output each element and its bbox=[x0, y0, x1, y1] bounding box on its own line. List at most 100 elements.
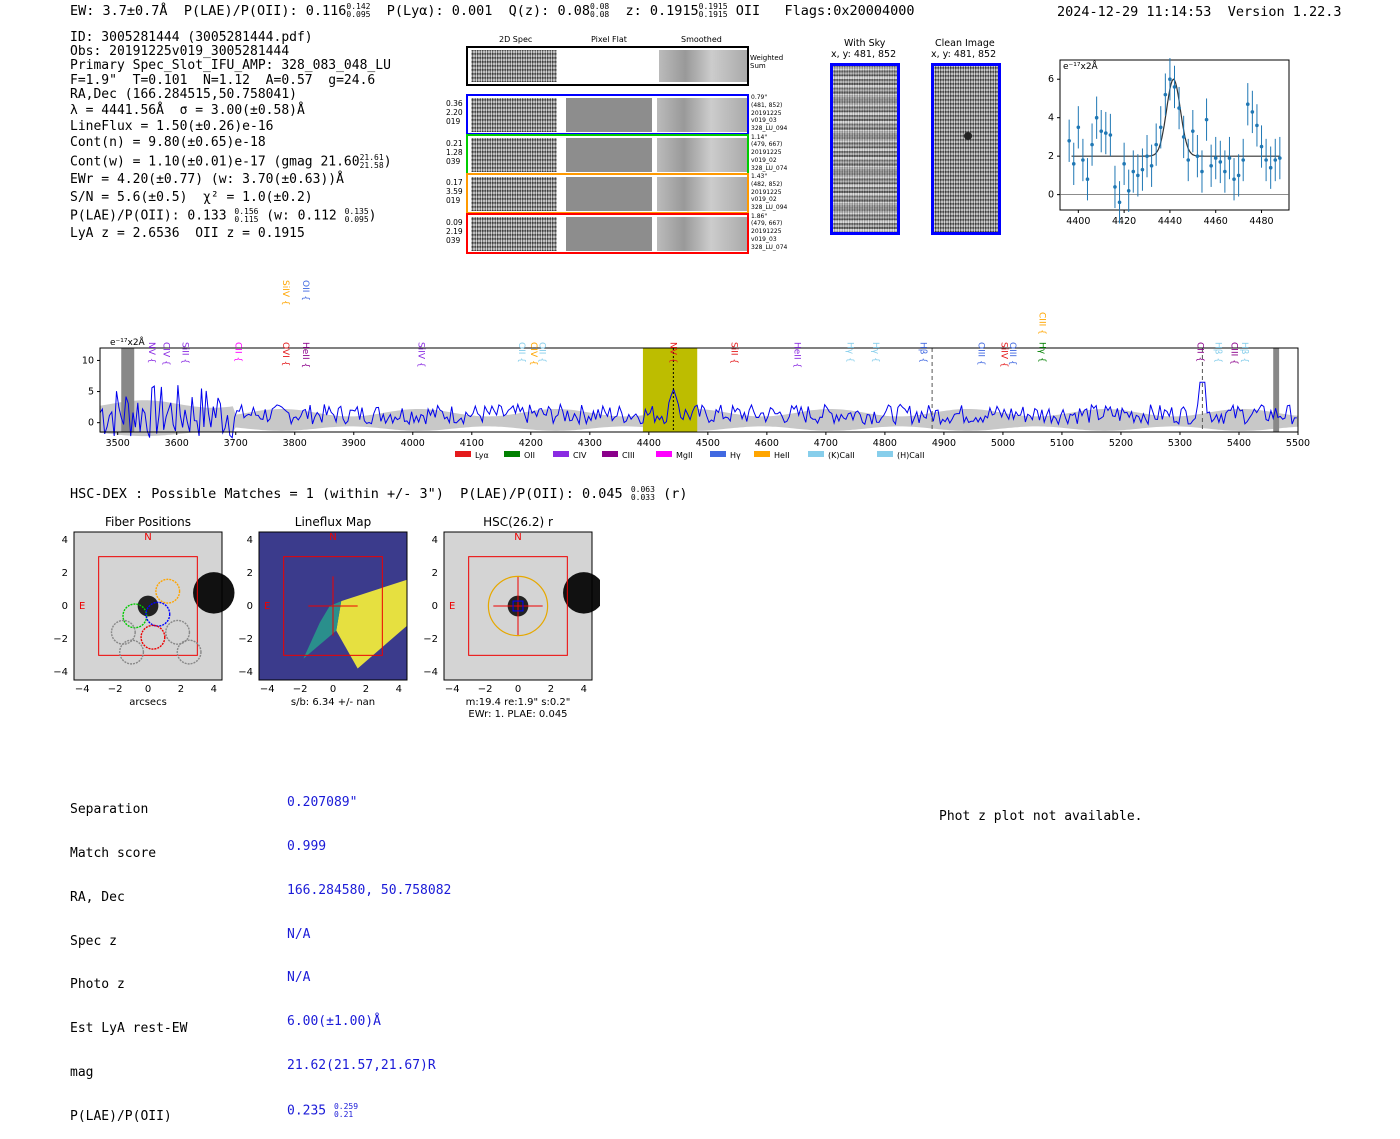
legend-label: OII bbox=[524, 451, 535, 460]
map-xtick-label: 0 bbox=[515, 684, 521, 695]
zoom-data-point bbox=[1223, 169, 1227, 174]
fiber-circle bbox=[165, 619, 191, 645]
map-panel: Lineflux Map N E 4 2 0 −2 −4 −4 −2 0 2 4 s/b: 6.34 +/… bbox=[238, 515, 408, 708]
line-label: CII { bbox=[233, 342, 243, 362]
map-ytick-label: 2 bbox=[432, 568, 438, 579]
line-label-text: Hγ { bbox=[870, 342, 880, 363]
target-source bbox=[137, 595, 159, 617]
zoom-data-point bbox=[1241, 158, 1245, 162]
map-ytick-label: −2 bbox=[53, 634, 68, 645]
line-label-text: CIII { bbox=[1037, 312, 1047, 335]
cutout-row-stats: 0.17 3.59 019 bbox=[446, 178, 463, 205]
info-lya: LyA z = 2.6536 OII z = 0.1915 bbox=[70, 226, 305, 242]
map-xtick-label: 4 bbox=[396, 684, 402, 695]
cutout-row bbox=[466, 133, 749, 175]
line-label-text: OVI { bbox=[280, 342, 290, 366]
zoom-model-line bbox=[1071, 78, 1280, 157]
zoom-data-point bbox=[1278, 156, 1282, 160]
zoom-data-point bbox=[1126, 188, 1131, 193]
map-ytick-label: −2 bbox=[238, 634, 253, 645]
match-table-labels: Separation Match score RA, Dec Spec z Ph… bbox=[70, 774, 187, 1139]
search-box bbox=[468, 556, 568, 656]
zoom-data-point bbox=[1122, 162, 1126, 166]
zoom-data-point bbox=[1259, 144, 1264, 149]
legend-label: Hγ bbox=[730, 451, 741, 460]
fiber-circle bbox=[155, 578, 181, 604]
zoom-data-point bbox=[1090, 142, 1094, 147]
zoom-data-point bbox=[1104, 131, 1108, 135]
map-xtick-label: 4 bbox=[211, 684, 217, 695]
line-label: Hβ { bbox=[917, 342, 927, 363]
spectrum-xtick-label: 5400 bbox=[1227, 438, 1251, 449]
match-ellipse bbox=[487, 575, 549, 637]
map-ytick-label: 0 bbox=[432, 601, 438, 612]
zoom-unit-label: e⁻¹⁷x2Å bbox=[1063, 60, 1099, 72]
spectrum-xtick-label: 3600 bbox=[165, 438, 189, 449]
label-ew: Est LyA rest-EW bbox=[70, 1021, 188, 1037]
info-lineflux: LineFlux = 1.50(±0.26)e-16 bbox=[70, 119, 274, 135]
zoom-data-point bbox=[1245, 102, 1250, 107]
zoom-data-point bbox=[1195, 154, 1200, 158]
map-ytick-label: 4 bbox=[62, 535, 68, 546]
map-ytick-label: −4 bbox=[423, 667, 438, 678]
search-box bbox=[283, 556, 383, 656]
zoom-data-point bbox=[1113, 185, 1117, 189]
bright-source bbox=[563, 572, 600, 614]
zoom-data-point bbox=[1209, 163, 1213, 168]
line-label: OII { bbox=[537, 342, 547, 363]
zoom-data-point bbox=[1094, 115, 1099, 120]
zoom-data-point bbox=[1067, 138, 1071, 143]
line-label: NV { bbox=[668, 342, 678, 363]
map-ytick-label: −4 bbox=[238, 667, 253, 678]
map-xlabel: m:19.4 re:1.9" s:0.2" bbox=[466, 697, 571, 708]
zoom-data-point bbox=[1177, 106, 1181, 110]
line-label-text: OIII { bbox=[1007, 342, 1017, 366]
info-lambda: λ = 4441.56Å σ = 3.00(±0.58)Å bbox=[70, 103, 305, 119]
spectrum-xtick-label: 3800 bbox=[283, 438, 307, 449]
cutout-row-meta: 1.86" (479, 667) 20191225 v019_03 328_LU_074 bbox=[751, 212, 788, 251]
with-sky-image bbox=[830, 63, 900, 235]
spectrum-xtick-label: 4900 bbox=[932, 438, 956, 449]
line-label-text: SiIV { bbox=[416, 342, 426, 368]
zoom-data-point bbox=[1227, 156, 1232, 160]
legend-swatch bbox=[710, 451, 726, 457]
line-label-text: CIII { bbox=[1228, 342, 1238, 365]
bright-source bbox=[193, 572, 235, 614]
value-mag: 21.62(21.57,21.67)R bbox=[287, 1057, 436, 1073]
fiber-circle bbox=[119, 639, 145, 665]
weighted-sum-row bbox=[466, 46, 749, 86]
map-frame bbox=[73, 531, 223, 681]
legend-swatch bbox=[455, 451, 471, 457]
value-specz: N/A bbox=[287, 926, 311, 942]
zoom-data-point bbox=[1218, 160, 1223, 164]
line-label-text: HeII { bbox=[792, 342, 802, 368]
map-xtick-label: −2 bbox=[108, 684, 123, 695]
line-label-text: CII { bbox=[233, 342, 243, 362]
spectrum-ytick-label: 5 bbox=[88, 387, 94, 398]
target-marker bbox=[512, 600, 524, 612]
line-label-text: OII { bbox=[516, 342, 526, 363]
version: Version 1.22.3 bbox=[1227, 4, 1342, 20]
info-sn: S/N = 5.6(±0.5) χ² = 1.0(±0.2) bbox=[70, 189, 313, 205]
value-plae: 0.235 0.259 0.21 bbox=[287, 1101, 359, 1119]
lineflux-mid bbox=[303, 601, 342, 659]
flags: Flags:0x20004000 bbox=[784, 3, 915, 19]
legend-swatch bbox=[877, 451, 893, 457]
zoom-xtick-label: 4460 bbox=[1204, 216, 1228, 227]
map-ytick-label: −2 bbox=[423, 634, 438, 645]
clean-image-title: Clean Image bbox=[935, 38, 995, 49]
info-ewr: EWr = 4.20(±0.77) (w: 3.70(±0.63))Å bbox=[70, 171, 344, 187]
line-label: Hβ { bbox=[1239, 342, 1249, 363]
map-xtick-label: −4 bbox=[260, 684, 275, 695]
info-id: ID: 3005281444 (3005281444.pdf) bbox=[70, 30, 313, 45]
imaging-maps: Fiber Positions N E 4 2 0 −2 −4 −4 −2 0 2 4 arcsecs Li… bbox=[53, 515, 600, 720]
line-label: SiII { bbox=[728, 342, 738, 364]
spectrum-xtick-label: 5100 bbox=[1050, 438, 1074, 449]
zoom-data-point bbox=[1191, 129, 1195, 133]
search-box bbox=[98, 556, 198, 656]
legend-swatch bbox=[656, 451, 672, 457]
line-label: OIII { bbox=[976, 342, 986, 366]
zoom-ytick-label: 4 bbox=[1048, 113, 1054, 124]
line-label: CII { bbox=[1195, 342, 1205, 362]
timestamp: 2024-12-29 11:14:53 Version 1.22.3 bbox=[1057, 4, 1342, 20]
